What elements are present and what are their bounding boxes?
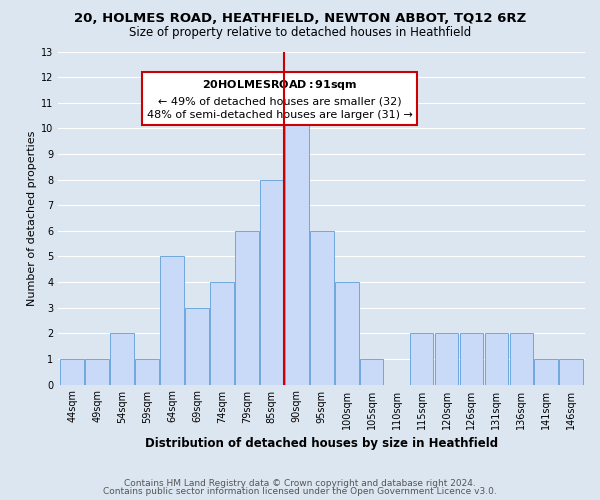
Bar	[110, 334, 134, 384]
Text: Contains public sector information licensed under the Open Government Licence v3: Contains public sector information licen…	[103, 487, 497, 496]
Bar	[260, 180, 284, 384]
X-axis label: Distribution of detached houses by size in Heathfield: Distribution of detached houses by size …	[145, 437, 498, 450]
Bar	[235, 231, 259, 384]
Bar	[360, 359, 383, 384]
Bar	[460, 334, 483, 384]
Bar	[210, 282, 234, 384]
Bar	[434, 334, 458, 384]
Text: Contains HM Land Registry data © Crown copyright and database right 2024.: Contains HM Land Registry data © Crown c…	[124, 478, 476, 488]
Bar	[160, 256, 184, 384]
Text: $\bf{20 HOLMES ROAD: 91sqm}$
← 49% of detached houses are smaller (32)
48% of se: $\bf{20 HOLMES ROAD: 91sqm}$ ← 49% of de…	[146, 78, 413, 120]
Bar	[509, 334, 533, 384]
Bar	[185, 308, 209, 384]
Text: Size of property relative to detached houses in Heathfield: Size of property relative to detached ho…	[129, 26, 471, 39]
Bar	[335, 282, 359, 384]
Bar	[285, 102, 308, 384]
Text: 20, HOLMES ROAD, HEATHFIELD, NEWTON ABBOT, TQ12 6RZ: 20, HOLMES ROAD, HEATHFIELD, NEWTON ABBO…	[74, 12, 526, 26]
Y-axis label: Number of detached properties: Number of detached properties	[27, 130, 37, 306]
Bar	[85, 359, 109, 384]
Bar	[60, 359, 84, 384]
Bar	[559, 359, 583, 384]
Bar	[485, 334, 508, 384]
Bar	[135, 359, 159, 384]
Bar	[310, 231, 334, 384]
Bar	[410, 334, 433, 384]
Bar	[535, 359, 558, 384]
